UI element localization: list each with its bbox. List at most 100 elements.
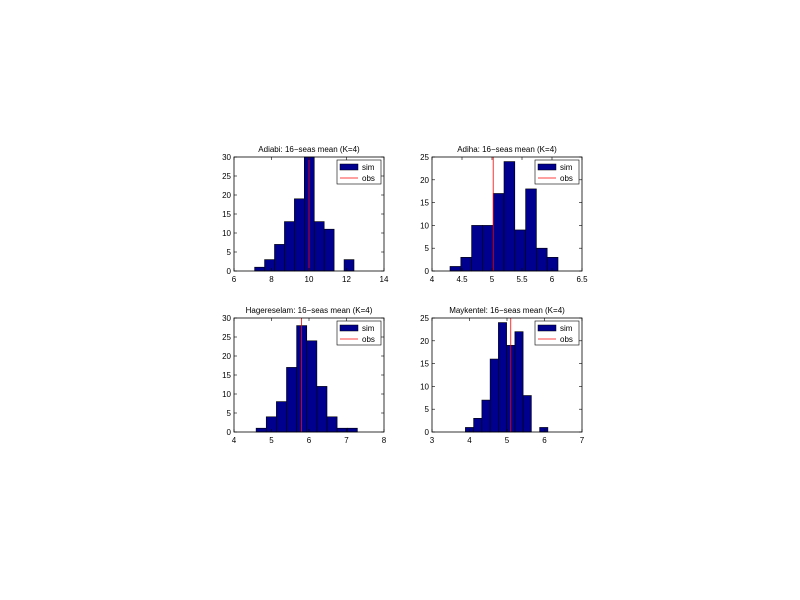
y-tick-label: 15 — [222, 371, 231, 380]
legend-swatch-sim — [340, 325, 358, 331]
histogram-bar — [275, 244, 285, 271]
x-tick-label: 5.5 — [516, 275, 528, 284]
histogram-bar — [324, 229, 334, 271]
histogram-bar — [317, 386, 327, 432]
legend-label-sim: sim — [362, 324, 375, 333]
x-tick-label: 4 — [430, 275, 435, 284]
x-tick-label: 5 — [505, 436, 510, 445]
histogram-bar — [347, 428, 357, 432]
y-tick-label: 25 — [222, 172, 231, 181]
legend-label-obs: obs — [560, 174, 573, 183]
histogram-panel-2: Adiha: 16−seas mean (K=4) 4 4.5 5 5.5 6 6.5 0 5 1… — [420, 145, 588, 284]
histogram-bar — [337, 428, 347, 432]
x-tick-label: 5 — [490, 275, 495, 284]
x-tick-label: 7 — [344, 436, 349, 445]
legend-label-obs: obs — [362, 174, 375, 183]
legend-swatch-sim — [538, 164, 556, 170]
x-tick-label: 4 — [467, 436, 472, 445]
x-tick-label: 8 — [382, 436, 387, 445]
histogram-bar — [515, 332, 523, 432]
histogram-bar — [461, 257, 472, 271]
histogram-bar — [490, 359, 498, 432]
y-tick-label: 10 — [222, 229, 231, 238]
x-tick-label: 7 — [580, 436, 585, 445]
legend-label-sim: sim — [560, 163, 573, 172]
y-tick-label: 5 — [227, 248, 232, 257]
chart-title: Adiabi: 16−seas mean (K=4) — [258, 145, 360, 154]
x-tick-label: 8 — [269, 275, 274, 284]
y-tick-label: 30 — [222, 153, 231, 162]
histogram-bar — [515, 230, 526, 271]
y-tick-label: 10 — [222, 390, 231, 399]
x-tick-label: 14 — [380, 275, 389, 284]
histogram-bar — [284, 222, 294, 271]
y-tick-label: 5 — [425, 405, 430, 414]
y-tick-label: 0 — [425, 428, 430, 437]
histogram-bar — [307, 341, 317, 432]
histogram-bar — [314, 222, 324, 271]
x-tick-label: 4.5 — [456, 275, 468, 284]
histogram-bar — [450, 266, 461, 271]
y-tick-label: 20 — [222, 191, 231, 200]
x-tick-label: 6 — [307, 436, 312, 445]
y-tick-label: 0 — [227, 267, 232, 276]
histogram-bar — [256, 428, 266, 432]
legend: sim obs — [337, 321, 381, 345]
histogram-bar — [498, 323, 506, 432]
y-tick-label: 25 — [222, 333, 231, 342]
legend-swatch-sim — [340, 164, 358, 170]
legend-label-obs: obs — [362, 335, 375, 344]
x-tick-label: 12 — [342, 275, 351, 284]
y-tick-label: 5 — [227, 409, 232, 418]
histogram-bar — [344, 260, 354, 271]
legend: sim obs — [337, 160, 381, 184]
y-tick-label: 5 — [425, 244, 430, 253]
y-tick-label: 25 — [420, 153, 429, 162]
x-tick-label: 6.5 — [576, 275, 588, 284]
y-tick-label: 0 — [425, 267, 430, 276]
legend-swatch-sim — [538, 325, 556, 331]
histogram-bar — [493, 193, 504, 271]
histogram-bar — [276, 402, 286, 432]
histogram-bar — [540, 427, 548, 432]
histogram-bar — [536, 248, 547, 271]
chart-title: Adiha: 16−seas mean (K=4) — [457, 145, 557, 154]
histogram-panel-3: Hagereselam: 16−seas mean (K=4) 4 5 6 7 8 0 5 10… — [222, 306, 387, 445]
x-tick-label: 10 — [305, 275, 314, 284]
y-tick-label: 15 — [222, 210, 231, 219]
y-tick-label: 30 — [222, 314, 231, 323]
chart-title: Maykentel: 16−seas mean (K=4) — [449, 306, 565, 315]
histogram-bar — [474, 418, 482, 432]
y-tick-label: 20 — [420, 337, 429, 346]
histogram-panel-4: Maykentel: 16−seas mean (K=4) 3 4 5 6 7 0 5 10 15… — [420, 306, 585, 445]
x-tick-label: 5 — [269, 436, 274, 445]
histogram-bar — [526, 189, 537, 271]
histogram-bar — [472, 225, 483, 271]
histogram-bar — [482, 400, 490, 432]
chart-title: Hagereselam: 16−seas mean (K=4) — [246, 306, 373, 315]
y-tick-label: 25 — [420, 314, 429, 323]
histogram-panel-1: Adiabi: 16−seas mean (K=4) 6 8 10 12 14 0 5 10 15… — [222, 145, 389, 284]
x-tick-label: 6 — [232, 275, 237, 284]
x-tick-label: 6 — [550, 275, 555, 284]
histogram-bar — [523, 396, 531, 432]
histogram-bar — [265, 260, 275, 271]
histogram-bar — [547, 257, 558, 271]
histogram-bar — [327, 417, 337, 432]
y-tick-label: 0 — [227, 428, 232, 437]
x-tick-label: 4 — [232, 436, 237, 445]
legend-label-obs: obs — [560, 335, 573, 344]
histogram-bar — [294, 199, 304, 271]
histogram-bar — [504, 162, 515, 271]
legend: sim obs — [535, 321, 579, 345]
y-tick-label: 20 — [222, 352, 231, 361]
legend-label-sim: sim — [560, 324, 573, 333]
histogram-bar — [482, 225, 493, 271]
legend-label-sim: sim — [362, 163, 375, 172]
legend: sim obs — [535, 160, 579, 184]
x-tick-label: 6 — [542, 436, 547, 445]
y-tick-label: 20 — [420, 176, 429, 185]
histogram-bar — [287, 367, 297, 432]
y-tick-label: 10 — [420, 221, 429, 230]
